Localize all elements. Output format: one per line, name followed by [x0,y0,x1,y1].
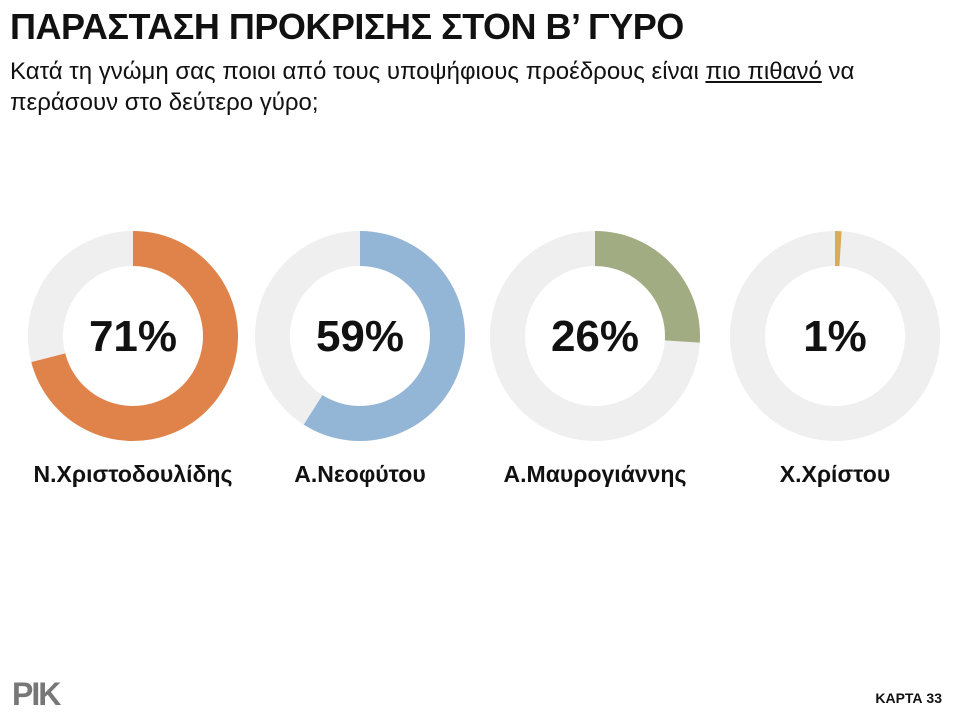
subtitle-emphasis: πιο πιθανό [705,58,822,85]
donut-segment [835,231,842,267]
donut-segment [303,231,466,441]
category-label: Α.Μαυρογιάννης [504,461,687,487]
value-label: 26% [551,312,639,361]
category-label: Χ.Χρίστου [780,461,891,487]
subtitle: Κατά τη γνώμη σας ποιοι από τους υποψήφι… [10,56,910,118]
value-label: 71% [89,312,177,361]
logo: ΡΙΚ [12,676,61,712]
subtitle-text: Κατά τη γνώμη σας ποιοι από τους υποψήφι… [10,58,706,85]
subtitle-text: να περάσουν στο δεύτερο γύρο; [10,58,855,116]
donut-segment [595,231,700,343]
value-label: 1% [803,312,867,361]
category-label: Α.Νεοφύτου [294,461,425,487]
donut-segment [31,231,239,442]
footer: ΚΑΡΤΑ 33 [875,690,942,706]
value-label: 59% [316,312,404,361]
title: ΠΑΡΑΣΤΑΣΗ ΠΡΟΚΡΙΣΗΣ ΣΤΟΝ Β’ ΓΥΡΟ [10,6,684,47]
category-label: Ν.Χριστοδουλίδης [34,461,233,487]
